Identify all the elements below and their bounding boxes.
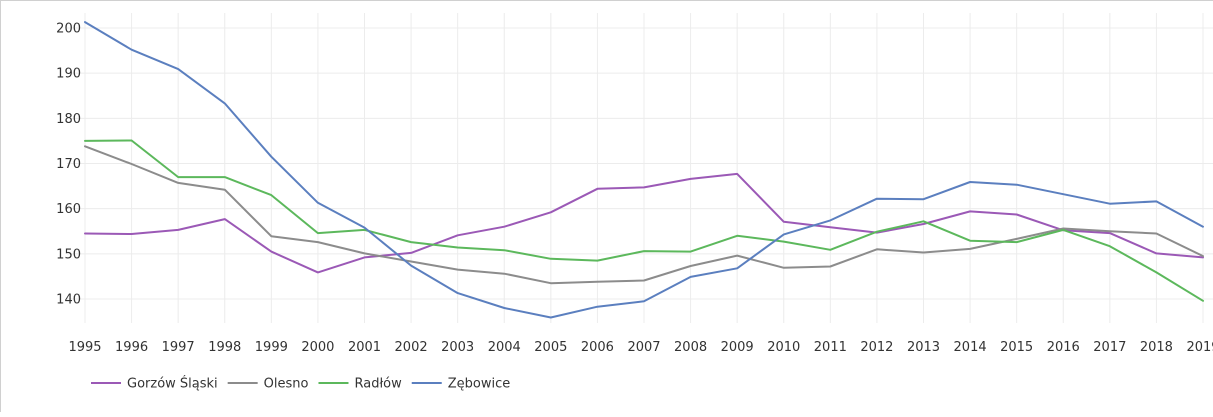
x-tick-label: 2015	[1000, 340, 1033, 355]
x-tick-label: 2013	[907, 340, 940, 355]
x-tick-label: 2018	[1140, 340, 1173, 355]
x-axis: 1995 1996 1997 1998 1999 2000 2001 2002 2003 2004…	[68, 340, 1213, 355]
series-lines	[84, 21, 1204, 319]
legend-label: Olesno	[264, 377, 309, 392]
y-tick-label: 150	[56, 247, 81, 262]
x-tick-label: 2016	[1047, 340, 1080, 355]
x-tick-label: 1995	[68, 340, 101, 355]
y-tick-label: 190	[56, 67, 81, 82]
series-line	[84, 21, 1204, 319]
series-line	[84, 139, 1204, 302]
y-tick-label: 170	[56, 157, 81, 172]
x-tick-label: 1997	[162, 340, 195, 355]
legend: Gorzów Śląski Olesno Radłów Zębowice	[91, 376, 510, 392]
x-tick-label: 2009	[721, 340, 754, 355]
legend-label: Zębowice	[448, 377, 511, 392]
x-tick-label: 2003	[441, 340, 474, 355]
y-axis: 140 150 160 170 180 190 200	[56, 22, 81, 308]
x-tick-label: 1998	[208, 340, 241, 355]
x-tick-label: 2000	[301, 340, 334, 355]
y-tick-label: 180	[56, 112, 81, 127]
y-tick-label: 200	[56, 22, 81, 37]
series-line	[84, 145, 1204, 285]
x-tick-label: 2005	[534, 340, 567, 355]
y-tick-label: 160	[56, 202, 81, 217]
legend-label: Radłów	[354, 377, 402, 392]
x-tick-label: 1999	[255, 340, 288, 355]
x-tick-label: 2011	[814, 340, 847, 355]
x-tick-label: 2012	[860, 340, 893, 355]
x-tick-label: 2007	[627, 340, 660, 355]
x-tick-label: 2010	[767, 340, 800, 355]
x-tick-label: 2001	[348, 340, 381, 355]
x-tick-label: 2017	[1093, 340, 1126, 355]
y-tick-label: 140	[56, 293, 81, 308]
series-line	[84, 172, 1204, 274]
x-tick-label: 2004	[488, 340, 521, 355]
x-tick-label: 2006	[581, 340, 614, 355]
x-tick-label: 2019	[1186, 340, 1213, 355]
x-tick-label: 2002	[395, 340, 428, 355]
x-tick-label: 2014	[954, 340, 987, 355]
gridlines	[67, 13, 1213, 323]
x-tick-label: 1996	[115, 340, 148, 355]
legend-label: Gorzów Śląski	[127, 376, 218, 392]
x-tick-label: 2008	[674, 340, 707, 355]
